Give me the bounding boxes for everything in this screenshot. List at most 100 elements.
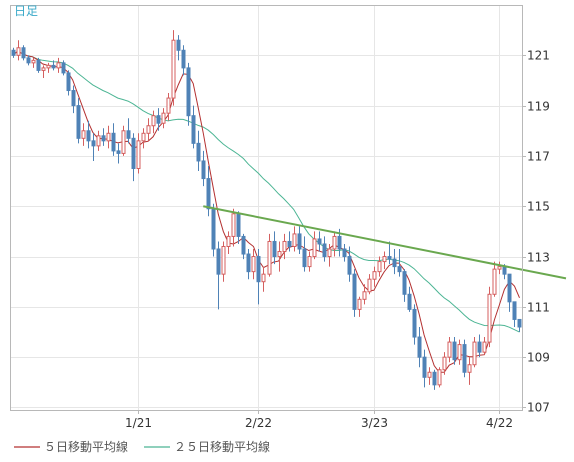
- horizontal-gridlines: [10, 55, 522, 408]
- candle-up: [367, 278, 372, 293]
- candle-down: [186, 67, 191, 117]
- candle-down: [512, 301, 517, 320]
- candle-down: [422, 356, 427, 378]
- legend-ma5-label: ５日移動平均線: [44, 439, 128, 454]
- x-tick-label: 3/23: [361, 416, 388, 430]
- candle-down: [36, 59, 41, 71]
- candle-up: [457, 344, 462, 361]
- candle-up: [267, 240, 272, 275]
- candle-down: [241, 235, 246, 255]
- candle-down: [61, 62, 66, 74]
- candle-down: [201, 160, 206, 180]
- candle-up: [56, 62, 61, 69]
- candle-up: [327, 248, 332, 258]
- vertical-gridlines: [138, 5, 500, 410]
- y-tick-label: 121: [527, 49, 550, 63]
- candle-down: [181, 49, 186, 69]
- candle-down: [111, 132, 116, 152]
- candle-up: [81, 130, 86, 139]
- candle-down: [196, 142, 201, 162]
- candle-down: [342, 248, 347, 258]
- candle-up: [141, 132, 146, 142]
- trend-line-group: [203, 205, 567, 280]
- candle-down: [11, 49, 16, 56]
- x-tick-label: 2/22: [245, 416, 272, 430]
- candle-down: [176, 39, 181, 51]
- candle-down: [131, 137, 136, 170]
- y-tick-label: 117: [527, 150, 550, 164]
- candle-up: [282, 240, 287, 253]
- candle-down: [91, 140, 96, 147]
- candle-down: [352, 273, 357, 310]
- candle-down: [302, 248, 307, 268]
- candle-up: [46, 64, 51, 69]
- candle-down: [216, 248, 221, 275]
- y-tick-label: 115: [527, 200, 550, 214]
- ma25-line: [12, 50, 520, 333]
- candle-up: [357, 298, 362, 310]
- legend: ５日移動平均線 ２５日移動平均線: [14, 439, 270, 454]
- candle-up: [277, 251, 282, 258]
- candle-down: [347, 256, 352, 275]
- candle-down: [76, 105, 81, 139]
- candle-down: [417, 336, 422, 358]
- candle-up: [497, 266, 502, 270]
- candle-down: [502, 266, 507, 275]
- candle-down: [86, 130, 91, 142]
- candle-up: [231, 213, 236, 237]
- y-tick-label: 109: [527, 351, 550, 365]
- candle-up: [427, 371, 432, 378]
- candle-down: [101, 135, 106, 142]
- candle-down: [156, 115, 161, 124]
- y-axis: 107 109 111 113 115 117 119 121: [522, 49, 550, 415]
- candle-up: [312, 238, 317, 258]
- candle-up: [292, 233, 297, 247]
- candle-down: [246, 253, 251, 273]
- legend-ma25-label: ２５日移動平均線: [174, 439, 270, 454]
- plot-border: [10, 5, 523, 411]
- candle-up: [96, 135, 101, 147]
- candle-up: [251, 256, 256, 273]
- candle-down: [452, 341, 457, 361]
- candle-up: [31, 59, 36, 64]
- candle-up: [437, 369, 442, 386]
- candle-down: [402, 271, 407, 295]
- candle-down: [462, 344, 467, 373]
- candle-down: [392, 258, 397, 268]
- y-tick-label: 111: [527, 301, 550, 315]
- candle-down: [21, 47, 26, 59]
- candle-down: [191, 115, 196, 144]
- candle-up: [121, 130, 126, 154]
- candle-down: [407, 293, 412, 310]
- candle-up: [332, 235, 337, 250]
- candle-down: [236, 213, 241, 237]
- x-tick-label: 1/21: [125, 416, 152, 430]
- candle-down: [26, 57, 31, 64]
- candle-down: [71, 90, 76, 107]
- candle-up: [16, 47, 21, 56]
- candle-down: [126, 130, 131, 139]
- y-tick-label: 113: [527, 251, 550, 265]
- candle-down: [256, 256, 261, 283]
- ma25-series: [12, 50, 520, 333]
- y-tick-label: 107: [527, 401, 550, 415]
- candle-up: [442, 356, 447, 371]
- x-tick-label: 4/22: [486, 416, 513, 430]
- candle-down: [412, 308, 417, 338]
- candle-up: [467, 364, 472, 373]
- candle-up: [372, 271, 377, 280]
- candle-up: [307, 256, 312, 268]
- candle-up: [136, 140, 141, 170]
- y-tick-label: 119: [527, 100, 550, 114]
- candle-up: [151, 115, 156, 127]
- candle-up: [382, 256, 387, 263]
- candle-up: [482, 341, 487, 353]
- candle-down: [211, 208, 216, 250]
- candle-up: [472, 341, 477, 366]
- candle-up: [261, 273, 266, 283]
- x-axis: 1/21 2/22 3/23 4/22: [125, 410, 513, 430]
- period-label: 日足: [14, 4, 38, 18]
- candle-down: [397, 266, 402, 273]
- candle-down: [287, 240, 292, 247]
- candle-down: [322, 243, 327, 258]
